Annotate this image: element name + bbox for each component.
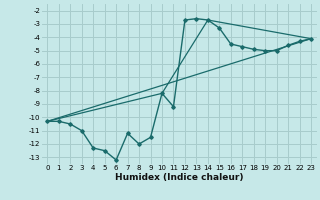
X-axis label: Humidex (Indice chaleur): Humidex (Indice chaleur) bbox=[115, 173, 244, 182]
